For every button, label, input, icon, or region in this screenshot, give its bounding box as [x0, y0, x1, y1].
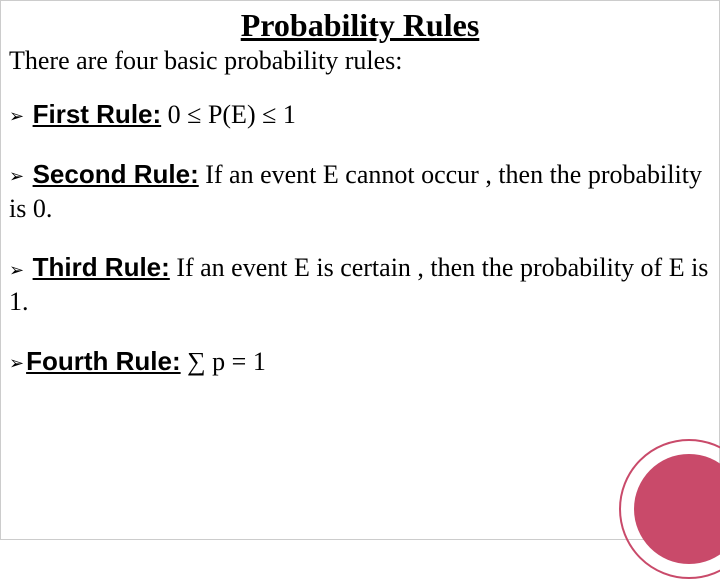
bullet-icon: ➢: [9, 166, 24, 186]
rule-3-label: Third Rule:: [33, 252, 170, 282]
bullet-icon: ➢: [9, 260, 24, 280]
rule-4: ➢Fourth Rule: ∑ p = 1: [1, 345, 719, 405]
rule-1-label: First Rule:: [33, 99, 162, 129]
rule-4-text: ∑ p = 1: [181, 347, 266, 376]
rule-4-label: Fourth Rule:: [26, 346, 181, 376]
intro-text: There are four basic probability rules:: [1, 46, 719, 98]
rule-1-text: 0 ≤ P(E) ≤ 1: [161, 100, 296, 129]
bullet-icon: ➢: [9, 353, 24, 373]
page-title: Probability Rules: [1, 1, 719, 46]
rule-2-label: Second Rule:: [33, 159, 199, 189]
rule-1: ➢ First Rule: 0 ≤ P(E) ≤ 1: [1, 98, 719, 158]
decor-circle: [619, 439, 720, 579]
rule-3: ➢ Third Rule: If an event E is certain ,…: [1, 251, 719, 345]
rule-2: ➢ Second Rule: If an event E cannot occu…: [1, 158, 719, 252]
bullet-icon: ➢: [9, 106, 24, 126]
